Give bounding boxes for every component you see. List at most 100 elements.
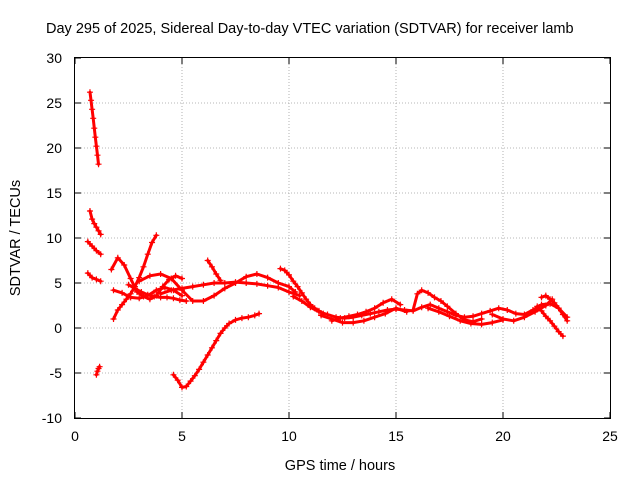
series-track-d [84,270,104,285]
data-point [290,293,297,300]
data-point [470,313,477,320]
data-point [495,305,502,312]
data-point [125,281,132,288]
data-point [555,328,562,335]
data-point [510,317,517,324]
data-series [84,89,571,391]
y-tick-label: 20 [46,140,62,156]
series-track-i [125,281,190,304]
series-track-m [170,310,263,391]
data-point [86,208,93,214]
data-point [397,301,404,308]
data-point [542,313,549,320]
data-point [170,295,177,302]
data-point [294,283,301,290]
series-track-k [157,279,303,299]
data-point [119,289,126,296]
data-point [96,363,103,370]
data-point [97,278,104,285]
series-track-r [410,287,485,325]
data-point [551,299,558,306]
data-point [164,294,171,301]
data-point [93,224,100,231]
data-point [114,307,121,313]
series-track-c [84,238,104,258]
data-point [380,299,387,306]
y-tick-label: 25 [46,95,62,111]
data-point [153,232,160,239]
data-point [123,296,130,303]
data-point [467,320,474,327]
y-tick-label: 30 [46,50,62,66]
data-point [179,275,185,282]
data-point [213,271,220,277]
data-point [345,313,352,320]
data-point [478,316,485,322]
x-tick-label: 5 [178,428,186,444]
data-point [119,301,126,308]
data-point [136,295,143,302]
data-point [144,291,151,298]
data-point [211,292,218,299]
data-point [89,216,96,223]
data-point [512,310,519,317]
data-point [256,310,263,317]
y-tick-label: -10 [42,410,62,426]
data-point [88,97,95,104]
data-point [196,366,203,373]
data-point [89,106,96,113]
data-point [213,337,220,344]
data-point [547,317,554,324]
data-point [403,308,410,315]
y-tick-label: -5 [50,365,63,381]
data-point [337,315,344,322]
data-point [251,312,258,319]
data-point [328,317,335,324]
data-point [232,279,239,286]
data-point [91,220,98,227]
data-point [318,312,325,319]
data-point [286,283,292,290]
data-point [217,330,224,337]
data-point [172,272,179,279]
plot-area-frame [74,57,611,419]
data-point [94,368,101,375]
series-line [171,312,261,389]
data-point [281,267,288,274]
data-point [425,305,432,312]
data-point [149,239,156,246]
axis-ticks: 0 5 10 15 20 25 -10 -5 0 5 10 15 20 25 30 [42,50,618,444]
data-point [95,161,102,168]
data-point [200,298,207,304]
data-point [179,285,185,292]
data-point [151,293,158,300]
x-axis-label: GPS time / hours [285,458,395,474]
x-tick-label: 15 [388,428,404,444]
data-point [187,378,194,385]
data-point [97,231,104,238]
data-point [393,305,399,312]
data-point [174,377,181,384]
data-point [298,298,305,304]
data-point [91,125,98,132]
data-point [307,304,314,311]
data-point [437,298,444,304]
data-point [211,280,218,286]
series-track-e [93,363,103,378]
data-point [360,317,367,324]
data-point [339,319,346,326]
x-tick-label: 20 [495,428,511,444]
data-point [290,278,297,285]
data-point [245,314,252,321]
data-point [298,289,305,296]
data-point [86,89,93,96]
data-point [226,320,233,327]
y-axis-label: SDTVAR / TECUs [8,180,24,296]
data-point [275,284,282,291]
data-point [89,243,96,250]
data-point [179,292,185,299]
series-track-a [86,89,102,168]
data-point [131,285,138,292]
data-point [487,307,494,314]
series-line [206,259,222,282]
